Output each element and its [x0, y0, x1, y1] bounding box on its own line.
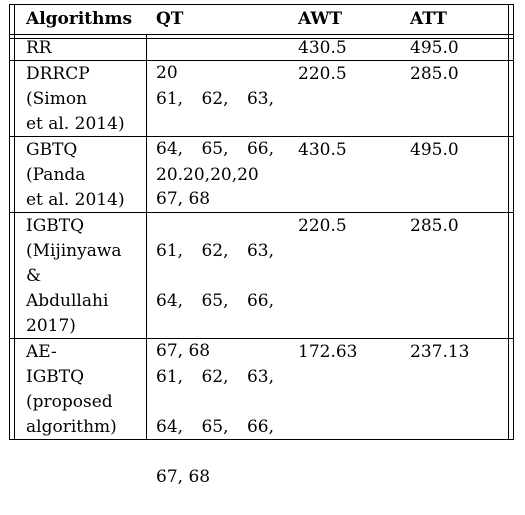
row-awt: 220.5 — [298, 216, 347, 236]
row-qt: 61, 62, 63, 64, 65, 66, 67, 68 — [156, 62, 274, 237]
row-awt: 430.5 — [298, 38, 347, 58]
header-algorithms: Algorithms — [26, 9, 133, 29]
qt-line: 67, 68 — [156, 341, 211, 361]
row-qt: 20 — [156, 36, 274, 111]
qt-line: 67, 68 — [156, 189, 211, 209]
qt-line: 64, 65, 66, — [156, 139, 274, 159]
header-qt: QT — [156, 9, 184, 29]
col-separator — [146, 35, 147, 439]
header-rule-1 — [10, 34, 513, 35]
row-att: 495.0 — [410, 38, 459, 58]
row-qt: 61, 62, 63, 64, 65, 66, 67, 68 — [156, 340, 274, 515]
row-rule — [10, 60, 513, 61]
qt-line: 61, 62, 63, — [156, 367, 274, 387]
qt-line: 64, 65, 66, — [156, 417, 274, 437]
qt-line: 61, 62, 63, — [156, 89, 274, 109]
row-rule — [10, 212, 513, 213]
qt-line: 61, 62, 63, — [156, 241, 274, 261]
row-qt: 61, 62, 63, 64, 65, 66, 67, 68 — [156, 214, 274, 389]
qt-line: 67, 68 — [156, 467, 211, 487]
header-att: ATT — [410, 9, 447, 29]
row-awt: 220.5 — [298, 64, 347, 84]
row-qt: 20.20,20,20 — [156, 138, 274, 213]
right-inner-border — [508, 5, 509, 439]
row-algorithm: AE- IGBTQ (proposed algorithm) — [26, 342, 117, 437]
qt-line: 20.20,20,20 — [156, 165, 259, 185]
left-inner-border — [14, 5, 15, 439]
row-rule — [10, 338, 513, 339]
row-att: 237.13 — [410, 342, 470, 362]
row-att: 285.0 — [410, 216, 459, 236]
qt-line: 64, 65, 66, — [156, 291, 274, 311]
row-algorithm: IGBTQ (Mijinyawa & Abdullahi 2017) — [26, 216, 122, 336]
qt-line: 20 — [156, 63, 178, 83]
results-table: Algorithms QT AWT ATT RR 20 430.5 495.0 … — [9, 4, 514, 487]
row-att: 285.0 — [410, 64, 459, 84]
header-rule-2 — [10, 38, 513, 39]
row-att: 495.0 — [410, 140, 459, 160]
row-algorithm: DRRCP (Simon et al. 2014) — [26, 64, 125, 134]
header-awt: AWT — [298, 9, 343, 29]
row-rule — [10, 136, 513, 137]
row-algorithm: GBTQ (Panda et al. 2014) — [26, 140, 125, 210]
row-awt: 172.63 — [298, 342, 358, 362]
row-algorithm: RR — [26, 38, 52, 58]
row-awt: 430.5 — [298, 140, 347, 160]
